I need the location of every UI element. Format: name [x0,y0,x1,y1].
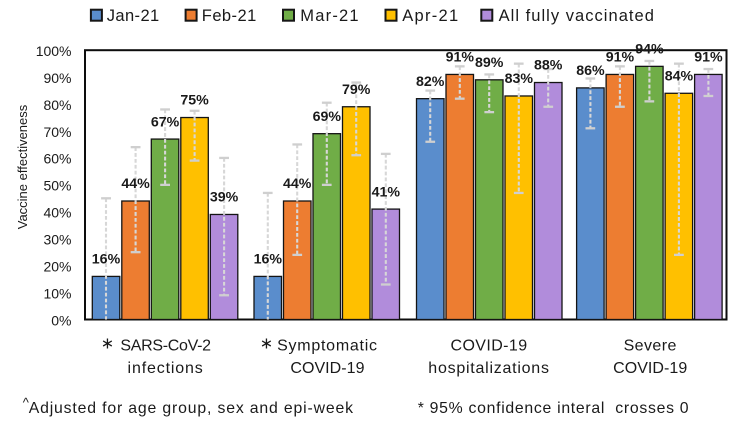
svg-text:16%: 16% [254,252,283,268]
svg-text:50%: 50% [43,178,71,194]
svg-text:Symptomatic: Symptomatic [277,338,378,355]
svg-text:^: ^ [23,395,30,410]
svg-text:70%: 70% [43,124,71,140]
svg-text:COVID-19: COVID-19 [290,360,364,377]
svg-text:91%: 91% [694,50,723,66]
svg-text:0%: 0% [51,312,71,328]
svg-text:hospitalizations: hospitalizations [428,360,549,377]
svg-text:16%: 16% [92,252,121,268]
svg-text:COVID-19: COVID-19 [613,360,687,377]
svg-text:79%: 79% [342,82,371,98]
svg-text:Feb-21: Feb-21 [202,7,257,25]
svg-text:Jan-21: Jan-21 [107,7,160,25]
svg-text:67%: 67% [151,114,180,130]
svg-text:44%: 44% [121,176,150,192]
svg-text:69%: 69% [313,109,342,125]
svg-text:* 95% confidence interal cros: * 95% confidence interal crosses 0 [418,400,690,417]
svg-text:39%: 39% [210,190,239,206]
svg-text:84%: 84% [665,68,694,84]
svg-text:∗: ∗ [101,336,114,353]
svg-text:∗: ∗ [260,336,273,353]
svg-text:60%: 60% [43,151,71,167]
svg-text:75%: 75% [180,93,209,109]
svg-text:infections: infections [128,360,204,377]
svg-text:Mar-21: Mar-21 [300,7,359,25]
svg-text:91%: 91% [606,50,635,66]
svg-text:Vaccine effectiveness: Vaccine effectiveness [15,104,30,229]
svg-text:80%: 80% [43,97,71,113]
svg-text:88%: 88% [534,58,563,74]
svg-text:SARS-CoV-2: SARS-CoV-2 [120,338,211,355]
svg-text:82%: 82% [416,74,445,90]
svg-text:40%: 40% [43,205,71,221]
svg-text:89%: 89% [475,55,504,71]
svg-text:83%: 83% [505,71,534,87]
svg-text:All fully vaccinated: All fully vaccinated [499,7,655,25]
svg-text:86%: 86% [576,63,605,79]
svg-text:41%: 41% [372,184,401,200]
svg-text:Adjusted for age group, sex an: Adjusted for age group, sex and epi-week [29,400,354,417]
svg-text:90%: 90% [43,70,71,86]
svg-text:100%: 100% [36,43,72,59]
svg-text:10%: 10% [43,285,71,301]
svg-text:91%: 91% [446,50,475,66]
svg-text:Apr-21: Apr-21 [402,7,459,25]
svg-text:COVID-19: COVID-19 [451,338,528,355]
svg-text:Severe: Severe [624,338,677,355]
svg-text:30%: 30% [43,232,71,248]
svg-text:20%: 20% [43,258,71,274]
svg-text:44%: 44% [283,176,312,192]
svg-text:94%: 94% [635,42,664,58]
